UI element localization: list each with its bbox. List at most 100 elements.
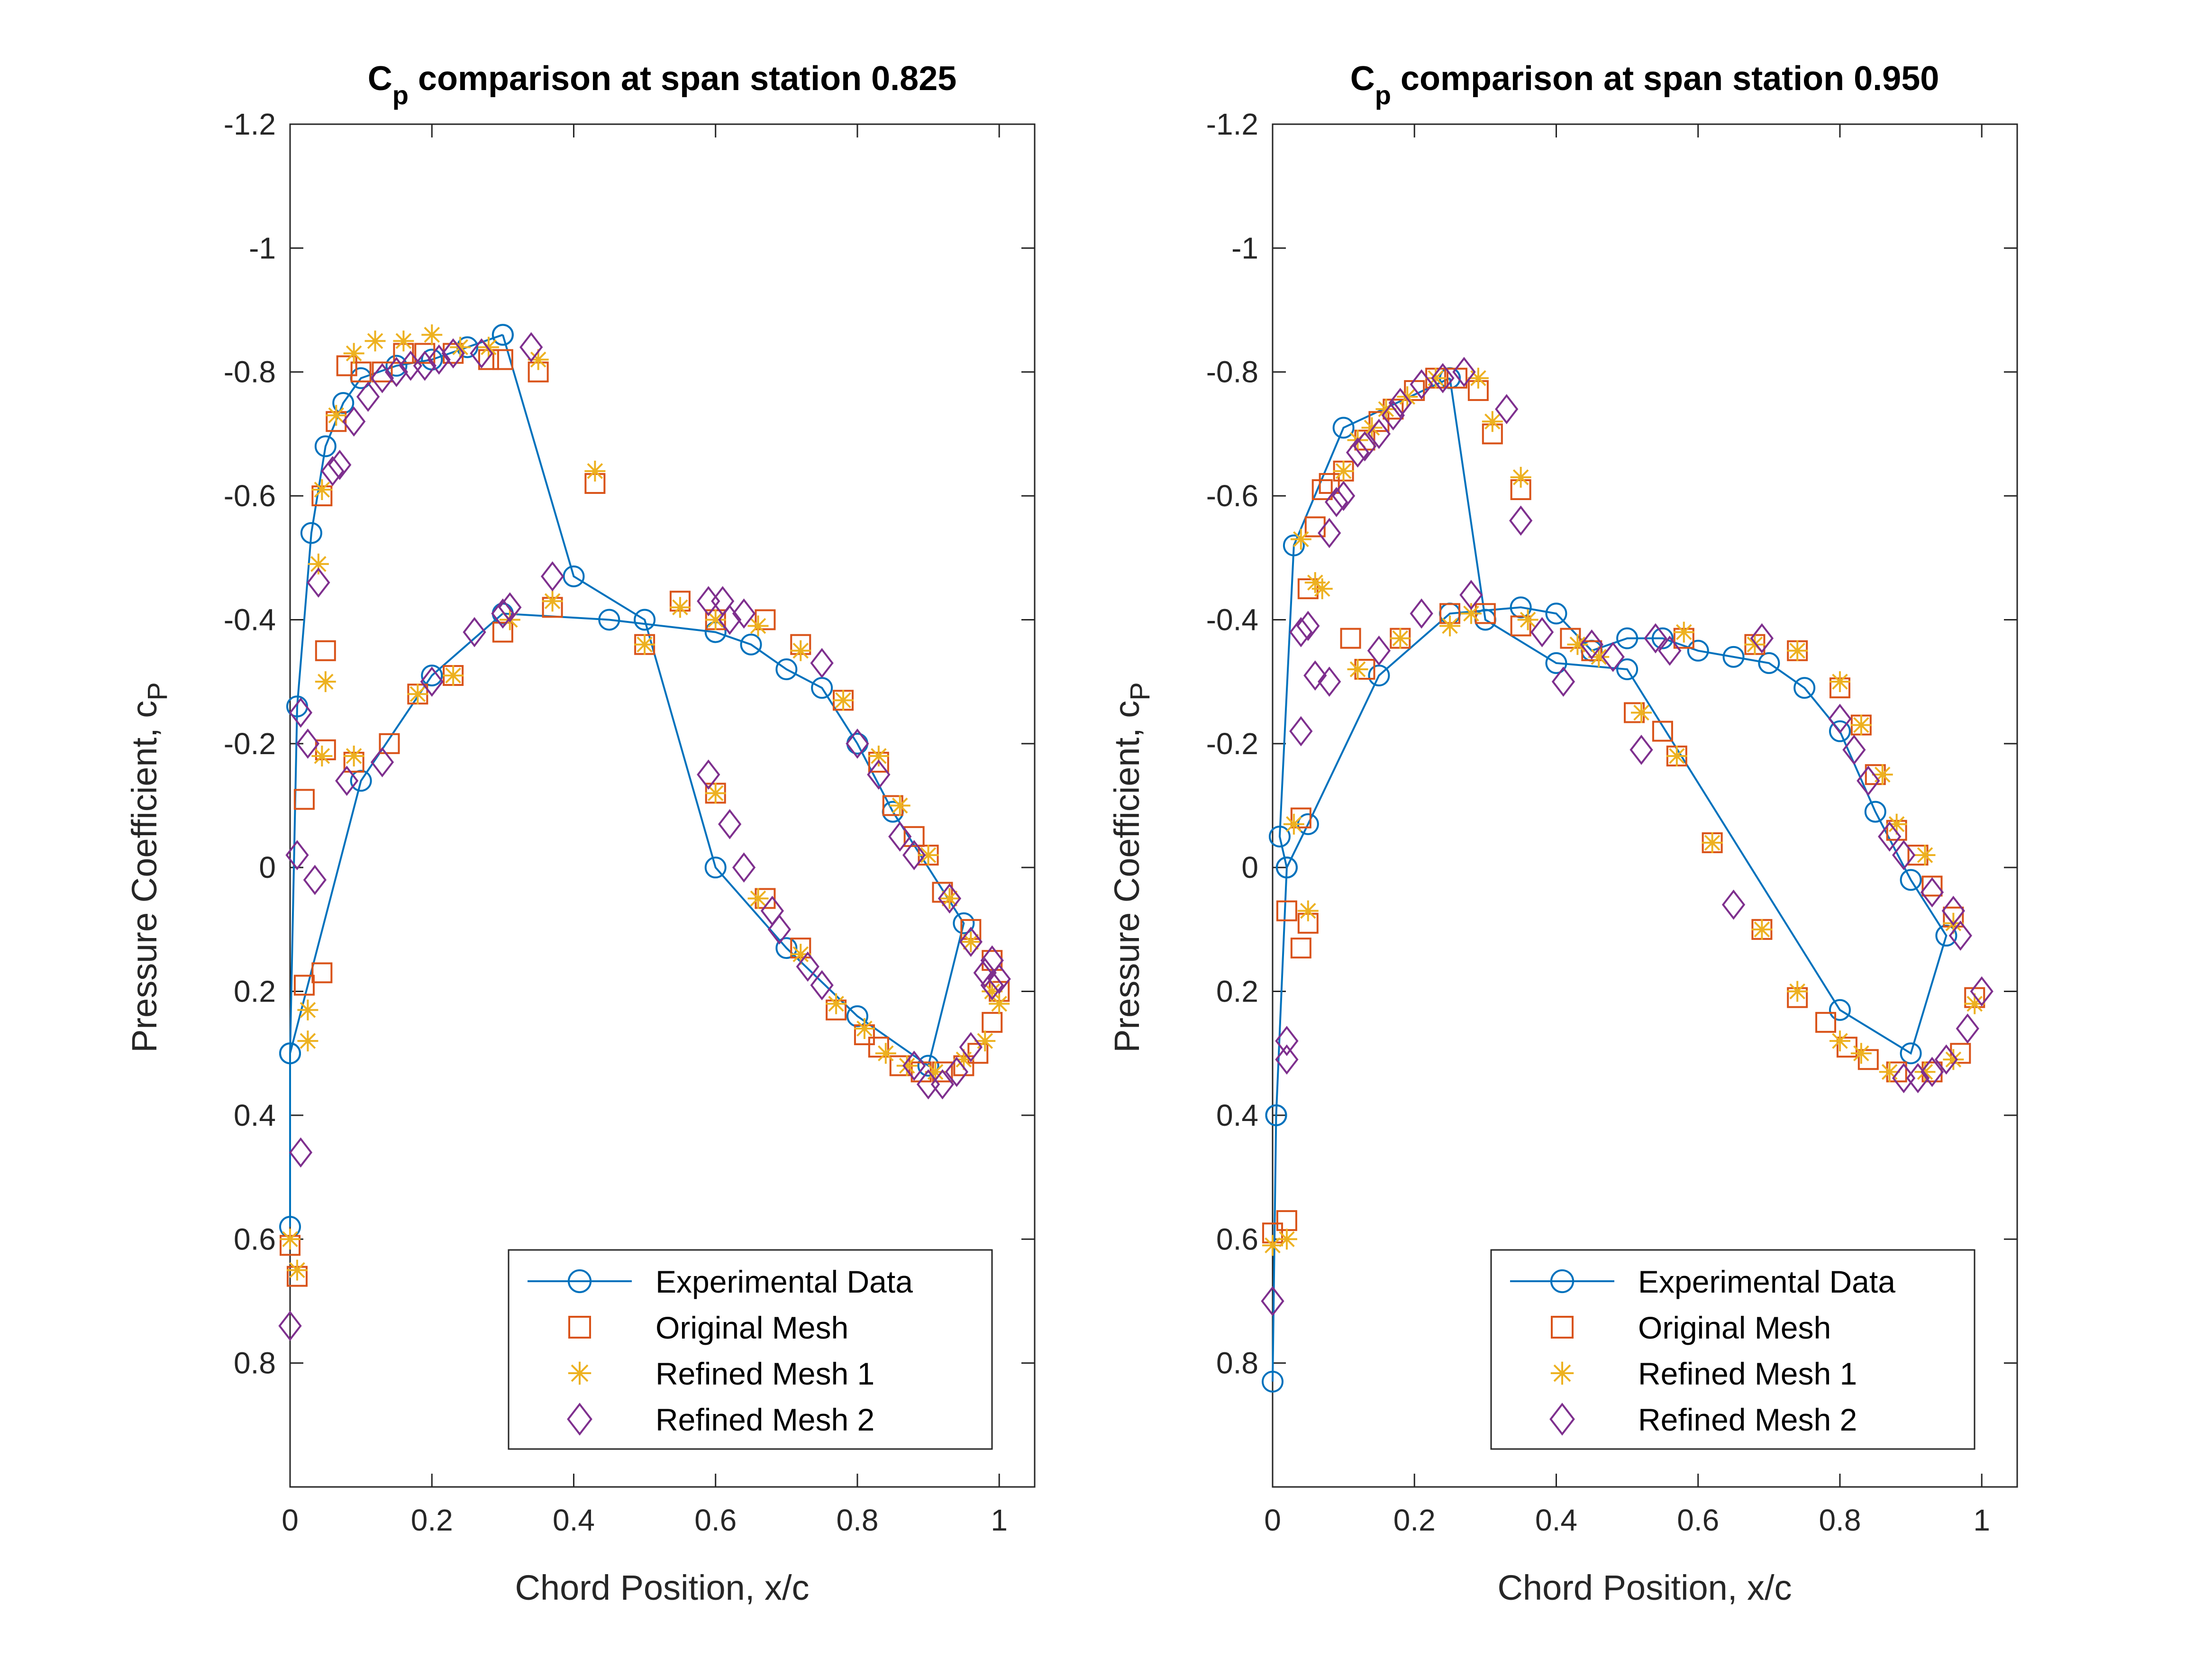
data-point <box>790 640 811 661</box>
data-point <box>342 406 366 437</box>
y-tick-label: 0.2 <box>1216 975 1258 1009</box>
legend-entry: Experimental Data <box>528 1264 913 1299</box>
data-point <box>959 927 983 957</box>
legend-label: Experimental Data <box>655 1264 913 1299</box>
data-point <box>1510 615 1531 637</box>
data-point <box>1318 518 1341 548</box>
data-point <box>1530 617 1554 647</box>
data-point <box>1850 714 1872 736</box>
data-point <box>1482 411 1503 432</box>
subplot-span-0825: Cp comparison at span station 0.825 0 0.2… <box>125 60 1036 1607</box>
data-point <box>492 349 513 370</box>
data-point <box>528 349 549 370</box>
data-point <box>718 604 742 635</box>
data-point <box>1722 646 1745 668</box>
legend-entry: Refined Mesh 1 <box>568 1356 874 1391</box>
plot-axes <box>1272 123 2018 1488</box>
data-point <box>1551 666 1575 697</box>
data-point <box>740 633 762 656</box>
data-point <box>1878 821 1902 852</box>
data-point <box>938 883 962 914</box>
data-point <box>1629 735 1653 765</box>
legend-entry: Original Mesh <box>568 1310 848 1345</box>
data-point <box>321 456 345 486</box>
data-point <box>1673 621 1694 643</box>
data-point <box>1934 1044 1958 1075</box>
data-point <box>1545 652 1567 674</box>
data-point <box>953 912 975 934</box>
data-point <box>1431 363 1455 393</box>
x-tick-label: 1 <box>991 1503 1008 1537</box>
x-tick-label: 0.2 <box>411 1503 453 1537</box>
data-point <box>1410 598 1433 629</box>
y-tick-label: 0.6 <box>1216 1222 1258 1256</box>
data-point <box>335 766 359 796</box>
data-point <box>1325 487 1348 518</box>
data-point <box>540 561 564 592</box>
data-point <box>1793 677 1816 699</box>
legend: Experimental Data Original Mesh Refined Me… <box>1490 1249 1975 1450</box>
data-point <box>810 970 834 1001</box>
data-point <box>1631 702 1652 723</box>
data-point <box>470 338 493 369</box>
x-tick-label: 0.4 <box>1535 1503 1577 1537</box>
data-point <box>1892 840 1916 870</box>
data-point <box>704 857 727 879</box>
y-tick-label: 0.4 <box>234 1098 276 1132</box>
data-point <box>385 355 408 377</box>
data-point <box>634 634 655 655</box>
tick-labels: 0 0.2 0.4 0.6 0.8 1 -1.2 -1 -0.8 -0.6 -0.4 -0.2 0 0.2… <box>1206 107 1990 1537</box>
data-point <box>1425 367 1447 389</box>
data-point <box>279 1042 301 1065</box>
x-tick-label: 0.8 <box>836 1503 878 1537</box>
data-point <box>1787 640 1808 661</box>
data-point <box>1375 399 1397 420</box>
data-point <box>982 1012 1003 1033</box>
x-tick-label: 0.8 <box>1819 1503 1861 1537</box>
legend-label: Refined Mesh 1 <box>655 1356 874 1391</box>
series-line <box>1272 377 1948 1382</box>
data-point <box>959 1032 983 1063</box>
data-point <box>989 993 1010 1014</box>
data-point <box>867 759 891 790</box>
data-point <box>846 728 869 759</box>
data-point <box>443 665 464 686</box>
data-point <box>1290 529 1311 550</box>
data-point <box>1829 999 1851 1021</box>
data-point <box>1758 652 1780 674</box>
y-tick-label: -1.2 <box>1206 107 1258 141</box>
data-point <box>1652 720 1673 742</box>
data-point <box>379 733 400 754</box>
data-point <box>1545 602 1567 625</box>
data-point <box>974 1030 996 1052</box>
data-point <box>960 931 982 952</box>
y-tick-label: -0.4 <box>224 602 276 637</box>
data-point <box>1920 1057 1944 1087</box>
data-point <box>980 970 1004 1001</box>
axes-box <box>1272 123 2018 1488</box>
data-point <box>1311 578 1333 600</box>
data-point <box>1857 766 1880 796</box>
data-point <box>1920 877 1944 908</box>
data-point <box>775 937 798 959</box>
data-point <box>315 640 336 661</box>
legend-label: Experimental Data <box>1638 1264 1895 1299</box>
legend-label: Refined Mesh 2 <box>655 1402 874 1437</box>
plot-title: Cp comparison at span station 0.825 <box>368 60 957 110</box>
x-tick-label: 0 <box>1264 1503 1281 1537</box>
data-point <box>1381 400 1405 431</box>
data-point <box>293 975 315 996</box>
data-point <box>364 330 386 352</box>
data-point <box>315 671 336 693</box>
data-point <box>300 522 322 544</box>
series-diamond <box>278 332 1011 1341</box>
legend-marker <box>567 1269 592 1294</box>
legend-label: Original Mesh <box>655 1310 848 1345</box>
data-point <box>1340 628 1361 649</box>
data-point <box>833 690 854 711</box>
data-point <box>1702 832 1723 853</box>
data-point <box>1687 639 1709 662</box>
data-point <box>987 964 1011 994</box>
y-tick-label: 0.6 <box>234 1222 276 1256</box>
